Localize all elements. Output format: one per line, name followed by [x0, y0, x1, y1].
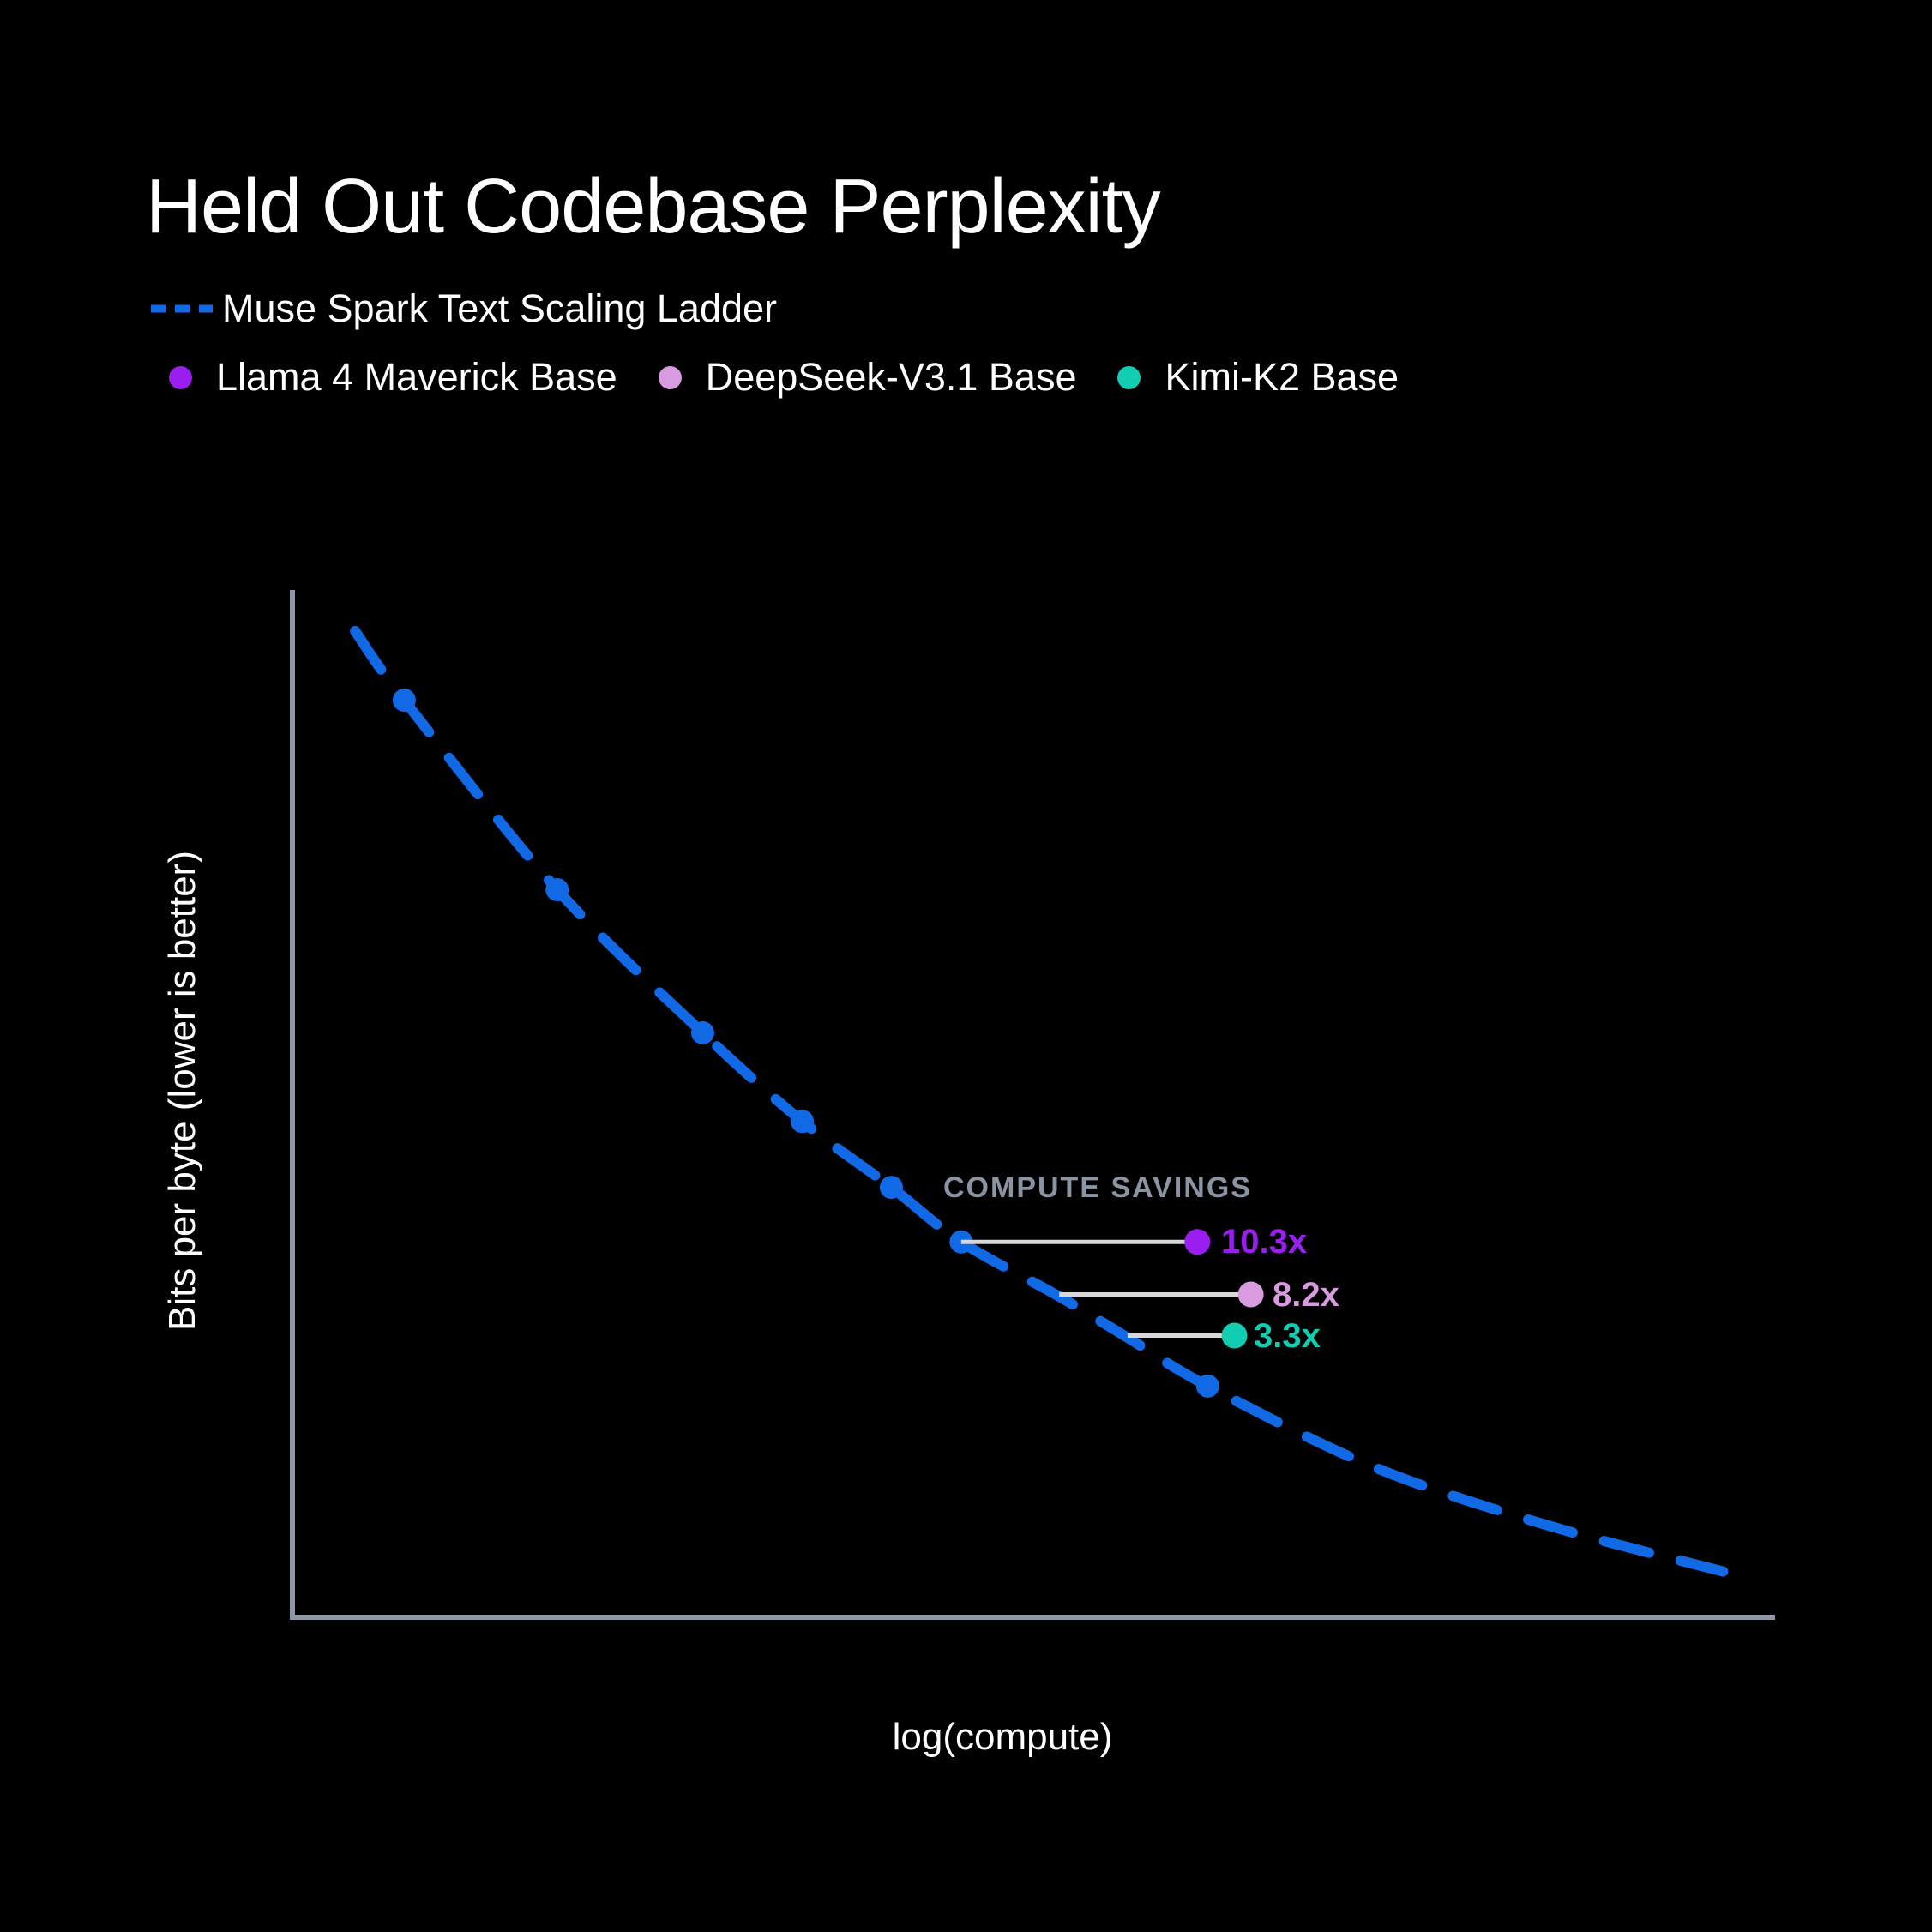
curve-point-dot	[791, 1110, 815, 1134]
legend-models-row: Llama 4 Maverick Base DeepSeek-V3.1 Base…	[150, 353, 1399, 401]
kimi-dot-icon	[1117, 365, 1141, 389]
curve-point-dot	[690, 1020, 714, 1044]
llama-dot-icon	[169, 365, 192, 389]
plot-area	[290, 590, 1775, 1620]
legend-model-label: Kimi-K2 Base	[1165, 355, 1399, 399]
scaling-curve-layer	[350, 626, 1729, 1577]
legend-model-item: Kimi-K2 Base	[1117, 355, 1399, 400]
savings-value-label: 10.3x	[1221, 1223, 1308, 1261]
savings-model-dot	[1221, 1322, 1248, 1349]
compute-savings-layer	[960, 1229, 1264, 1349]
x-axis-label: log(compute)	[892, 1716, 1113, 1758]
legend-ladder-label: Muse Spark Text Scaling Ladder	[222, 286, 778, 330]
savings-value-label: 8.2x	[1273, 1276, 1339, 1314]
curve-point-dot	[545, 877, 569, 901]
y-axis-label: Bits per byte (lower is better)	[161, 851, 203, 1331]
compute-savings-heading: COMPUTE SAVINGS	[943, 1171, 1252, 1204]
curve-point-dot	[1195, 1374, 1219, 1398]
savings-model-dot	[1237, 1281, 1264, 1308]
legend-ladder-item: Muse Spark Text Scaling Ladder	[150, 285, 1399, 333]
curve-point-dot	[392, 689, 416, 713]
legend: Muse Spark Text Scaling Ladder Llama 4 M…	[150, 285, 1399, 401]
deepseek-dot-icon	[658, 365, 682, 389]
legend-model-item: Llama 4 Maverick Base	[169, 355, 617, 400]
legend-model-item: DeepSeek-V3.1 Base	[658, 355, 1077, 400]
savings-value-label: 3.3x	[1254, 1317, 1321, 1355]
savings-model-dot	[1184, 1229, 1211, 1255]
legend-model-label: Llama 4 Maverick Base	[216, 355, 617, 399]
chart-svg	[290, 590, 1775, 1620]
scaling-ladder-curve	[350, 626, 1729, 1577]
page-title: Held Out Codebase Perplexity	[146, 164, 1161, 250]
curve-point-dot	[879, 1176, 903, 1200]
dashed-line-swatch-icon	[151, 304, 213, 313]
legend-model-label: DeepSeek-V3.1 Base	[705, 355, 1077, 399]
